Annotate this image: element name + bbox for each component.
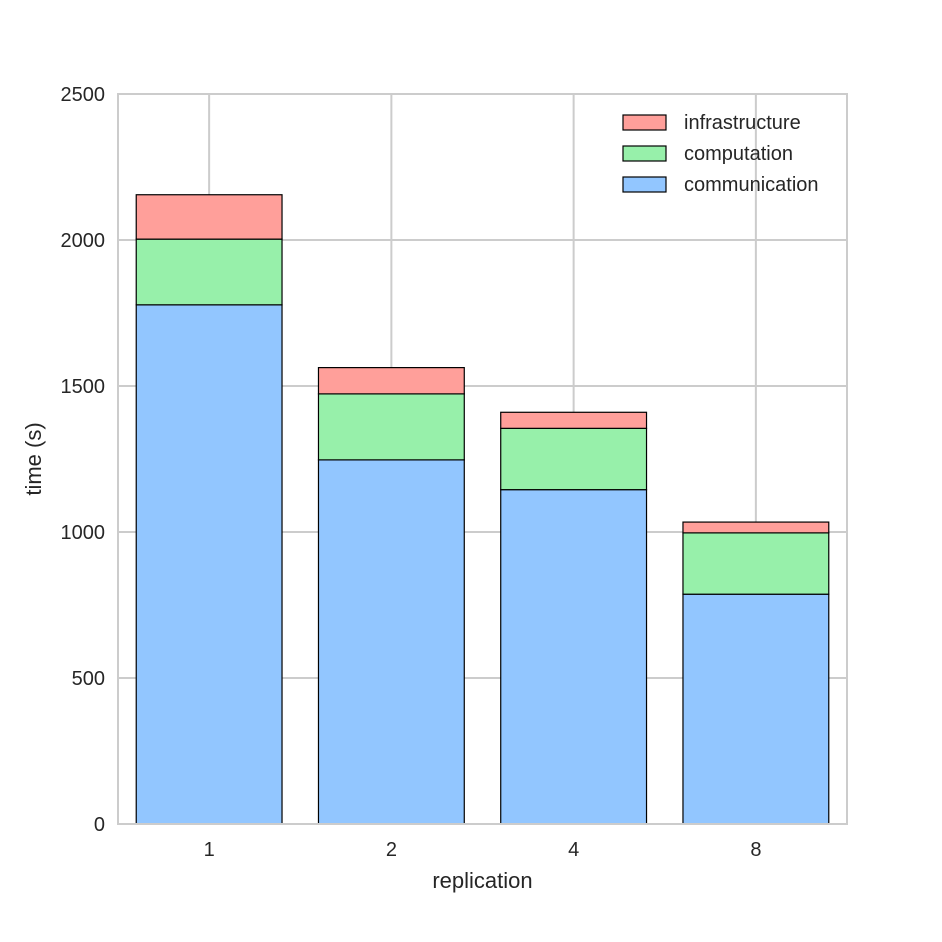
legend-swatch-computation [622, 145, 667, 162]
legend-label-infrastructure: infrastructure [684, 112, 801, 134]
y-tick-label: 500 [72, 668, 105, 690]
bar-computation-8 [682, 532, 830, 595]
bar-computation-1 [135, 238, 283, 306]
y-tick-label: 2000 [61, 230, 106, 252]
y-tick-label: 1000 [61, 522, 106, 544]
x-tick-label: 8 [750, 839, 761, 861]
x-tick-label: 4 [568, 839, 579, 861]
x-tick-label: 1 [204, 839, 215, 861]
bar-computation-2 [317, 393, 465, 461]
bar-infrastructure-8 [682, 521, 830, 534]
y-tick-label: 1500 [61, 376, 106, 398]
legend-label-computation: computation [684, 143, 793, 165]
x-axis-label: replication [432, 868, 532, 893]
bar-communication-2 [317, 459, 465, 825]
legend: infrastructure computation communication [622, 112, 819, 196]
bar-infrastructure-2 [317, 367, 465, 395]
legend-label-communication: communication [684, 174, 819, 196]
y-tick-label: 2500 [61, 84, 106, 106]
bar-computation-4 [500, 427, 648, 491]
y-axis-label: time (s) [21, 422, 46, 495]
bars [135, 194, 830, 825]
x-tick-labels: 1 2 4 8 [204, 839, 762, 861]
x-tick-label: 2 [386, 839, 397, 861]
bar-communication-4 [500, 489, 648, 825]
bar-infrastructure-1 [135, 194, 283, 240]
bar-infrastructure-4 [500, 411, 648, 429]
bar-communication-1 [135, 304, 283, 825]
plot-frame [117, 93, 848, 825]
legend-swatch-communication [622, 176, 667, 193]
legend-swatch-infrastructure [622, 114, 667, 131]
y-tick-label: 0 [94, 814, 105, 836]
y-tick-labels: 0 500 1000 1500 2000 2500 [61, 84, 106, 836]
bar-communication-8 [682, 593, 830, 825]
